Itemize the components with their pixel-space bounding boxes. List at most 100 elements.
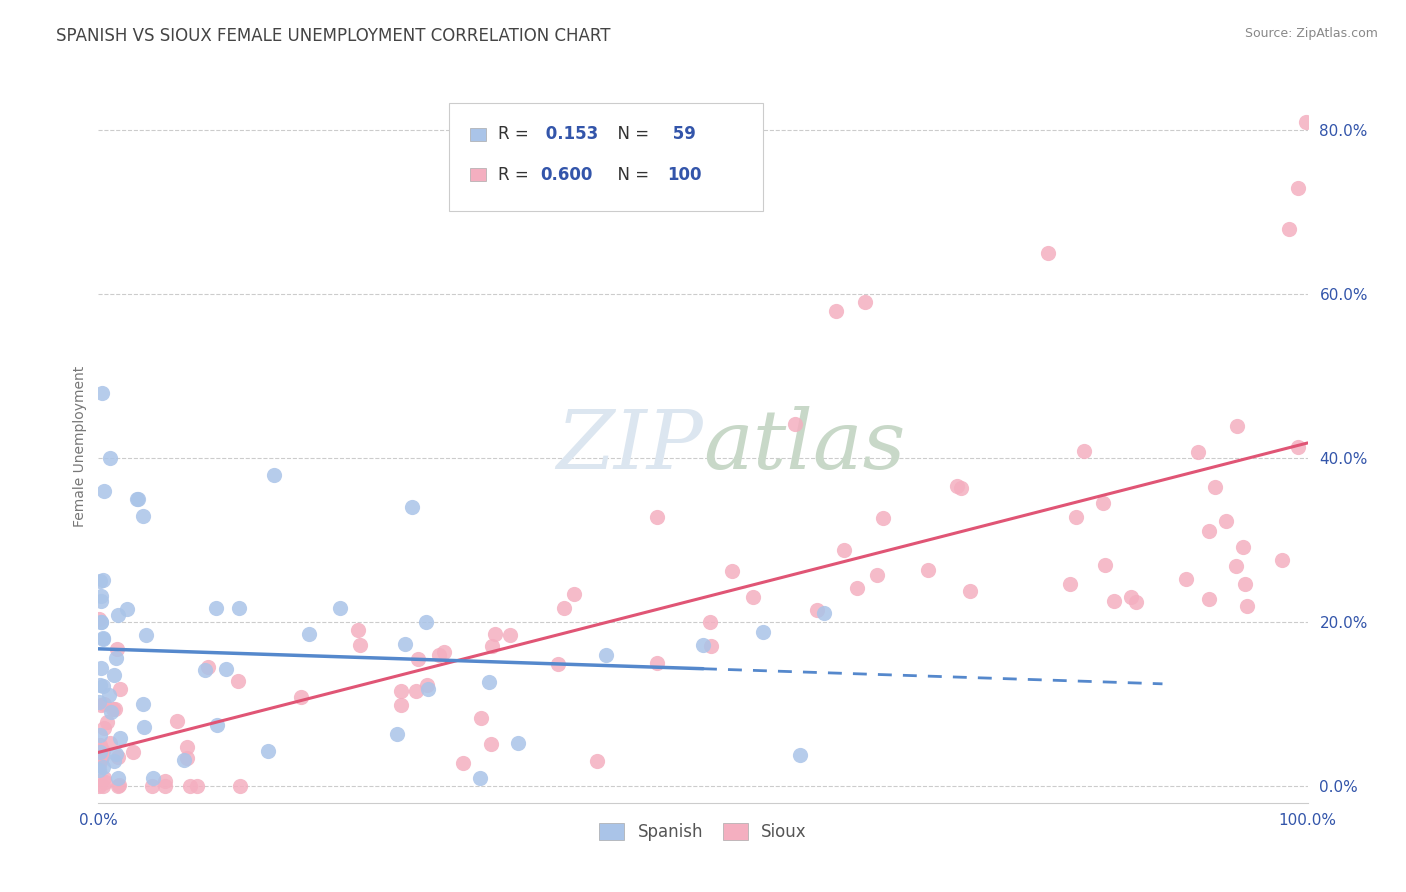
Point [125,492,148,507]
Point [91,780,114,794]
Point [89,743,111,757]
Point [721,564,744,578]
Point [479,737,502,751]
Text: 100: 100 [668,166,702,184]
Text: R =: R = [498,125,534,143]
Point [179,780,201,794]
Point [1187,445,1209,459]
Point [1215,514,1237,528]
Point [91,750,114,764]
Point [865,567,887,582]
Point [1125,594,1147,608]
Point [562,587,585,601]
Point [96,715,118,730]
Point [93,721,115,735]
Point [547,657,569,671]
Point [107,780,129,794]
Point [553,601,575,615]
Point [176,739,198,754]
Point [91,760,114,774]
Point [197,659,219,673]
Point [385,727,408,741]
Point [595,648,617,662]
Point [959,584,981,599]
Point [153,780,176,794]
Point [389,683,412,698]
Point [872,511,894,525]
Point [108,682,131,697]
Text: 59: 59 [668,125,696,143]
Point [1204,480,1226,494]
Point [1286,180,1309,194]
Point [1174,572,1197,586]
Point [94,775,117,789]
Point [89,695,111,709]
Point [90,753,112,767]
Point [98,736,121,750]
Point [427,648,450,663]
Point [108,731,131,745]
Point [103,667,125,681]
Point [917,563,939,577]
Point [433,645,456,659]
Point [87,763,110,777]
Point [228,600,250,615]
Point [89,728,111,742]
Point [107,608,129,623]
Point [1198,592,1220,607]
Point [93,772,115,786]
Point [91,631,114,645]
Point [468,771,491,785]
Point [186,780,208,794]
Point [122,745,145,759]
Point [214,662,236,676]
Point [87,780,110,794]
Point [142,771,165,785]
Text: ZIP: ZIP [557,406,703,486]
Point [508,736,530,750]
Point [481,639,503,653]
Point [1236,599,1258,614]
Point [127,492,149,507]
Text: N =: N = [607,166,654,184]
Point [1278,221,1301,235]
FancyBboxPatch shape [470,128,486,141]
Point [101,702,124,716]
Point [90,749,112,764]
FancyBboxPatch shape [449,103,763,211]
FancyBboxPatch shape [470,169,486,181]
Point [141,780,163,794]
Point [1091,496,1114,510]
Point [415,615,437,629]
Point [205,600,228,615]
Point [90,615,112,629]
Point [470,711,492,725]
Point [153,773,176,788]
Point [1286,440,1309,454]
Point [135,628,157,642]
Point [741,590,763,604]
Point [228,673,250,688]
Point [194,663,217,677]
Point [1271,553,1294,567]
Point [586,754,609,768]
Point [1225,559,1247,574]
Point [1073,443,1095,458]
Point [789,747,811,762]
Point [499,628,522,642]
Point [91,632,114,646]
Point [107,778,129,792]
Point [845,581,868,595]
Point [1198,524,1220,538]
Point [91,573,114,587]
Point [89,757,111,772]
Point [645,657,668,671]
Point [1036,246,1059,260]
Point [451,756,474,771]
Legend: Spanish, Sioux: Spanish, Sioux [592,816,814,848]
Point [90,615,112,629]
Point [98,451,121,466]
Point [1232,541,1254,555]
Point [783,417,806,432]
Text: Source: ZipAtlas.com: Source: ZipAtlas.com [1244,27,1378,40]
